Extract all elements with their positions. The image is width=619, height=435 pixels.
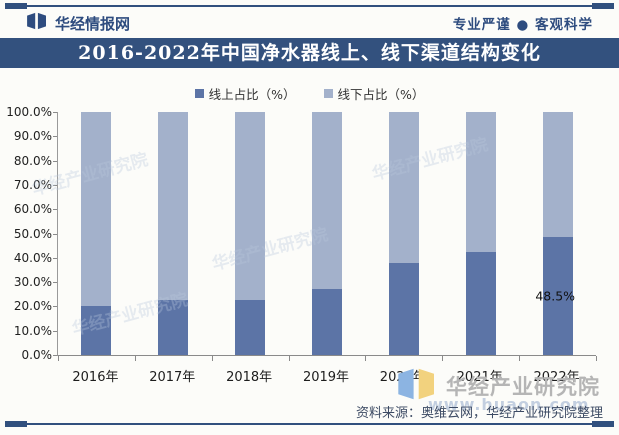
chart-legend: 线上占比（%） 线下占比（%） — [0, 84, 619, 103]
x-tick-mark — [519, 356, 521, 361]
bar-slot-2021年 — [442, 112, 519, 355]
bar-slot-2018年 — [212, 112, 289, 355]
x-tick-mark — [211, 356, 213, 361]
segment-online — [542, 237, 573, 355]
legend-item-1: 线下占比（%） — [323, 84, 425, 103]
header-slogan: 专业严谨 ● 客观科学 — [452, 17, 593, 33]
x-tick-label: 2019年 — [302, 370, 350, 385]
y-tick-label: 20.0% — [13, 299, 52, 314]
brand-name: 华经情报网 — [55, 14, 131, 33]
segment-online — [158, 300, 189, 355]
chart-title-banner: 2016-2022年中国净水器线上、线下渠道结构变化 — [0, 38, 619, 68]
x-tick-mark — [134, 356, 136, 361]
y-tick-mark — [53, 257, 57, 259]
huajing-book-logo-icon — [26, 12, 48, 34]
y-tick-label: 60.0% — [13, 202, 52, 217]
bar-slot-2019年 — [289, 112, 366, 355]
y-tick-mark — [53, 282, 57, 284]
bar-slot-2022年 — [519, 112, 596, 355]
y-tick-label: 10.0% — [13, 323, 52, 338]
y-tick-mark — [53, 184, 57, 186]
segment-offline — [465, 112, 496, 252]
x-tick-mark — [58, 356, 59, 361]
header: 华经情报网 专业严谨 ● 客观科学 — [26, 10, 593, 36]
bar-slot-2016年 — [58, 112, 135, 355]
y-axis-labels: 0.0% 10.0% 20.0% 30.0% 40.0% 50.0% 60.0% 70.0% 8… — [0, 105, 52, 362]
segment-offline — [542, 112, 573, 238]
bar-slot-2020年 — [365, 112, 442, 355]
watermark-brand-text: 华经产业研究院 — [446, 375, 600, 399]
y-tick-mark — [53, 233, 57, 235]
legend-swatch — [323, 89, 333, 98]
x-axis-labels: 2016年2017年2018年2019年2020年2021年2022年 — [57, 366, 595, 385]
x-tick-mark — [596, 356, 597, 361]
segment-online — [235, 300, 266, 355]
segment-offline — [81, 112, 112, 307]
legend-label: 线上占比（%） — [208, 87, 296, 102]
stacked-bar-2022年 — [542, 112, 573, 355]
y-tick-mark — [53, 160, 57, 162]
y-tick-label: 40.0% — [13, 250, 52, 265]
stacked-bar-2019年 — [311, 112, 342, 355]
source-note: 资料来源：奥维云网，华经产业研究院整理 — [355, 406, 603, 421]
bottom-divider — [5, 421, 614, 427]
x-tick-mark — [442, 356, 444, 361]
top-divider — [5, 3, 614, 9]
segment-offline — [158, 112, 189, 301]
y-tick-mark — [53, 330, 57, 332]
x-tick-label: 2018年 — [226, 370, 273, 385]
y-tick-label: 70.0% — [13, 177, 52, 192]
segment-offline — [235, 112, 266, 301]
y-tick-label: 0.0% — [21, 348, 53, 362]
x-tick-label: 2017年 — [149, 370, 196, 385]
legend-swatch — [194, 89, 204, 98]
watermark-brand: 华经产业研究院 — [396, 367, 600, 405]
segment-offline — [311, 112, 342, 290]
stacked-bar-2017年 — [158, 112, 189, 355]
y-tick-label: 100.0% — [6, 105, 52, 119]
y-tick-label: 30.0% — [13, 275, 52, 290]
x-tick-label: 2022年 — [533, 370, 580, 385]
x-tick-label: 2016年 — [72, 370, 119, 385]
y-tick-mark — [53, 355, 57, 356]
x-tick-mark — [288, 356, 290, 361]
stacked-bar-2020年 — [388, 112, 419, 355]
y-tick-label: 80.0% — [13, 153, 52, 168]
y-tick-mark — [53, 209, 57, 211]
watermark-url: www.huaon.com — [428, 395, 590, 414]
segment-online — [465, 251, 496, 355]
huajing-color-book-logo-icon — [396, 367, 438, 405]
legend-item-0: 线上占比（%） — [194, 84, 296, 103]
stacked-bar-2021年 — [465, 112, 496, 355]
bar-slot-2017年 — [135, 112, 212, 355]
x-tick-mark — [365, 356, 367, 361]
stacked-bar-2016年 — [81, 112, 112, 355]
brand: 华经情报网 — [26, 12, 130, 34]
x-tick-label: 2021年 — [456, 370, 503, 385]
y-tick-label: 50.0% — [13, 226, 52, 241]
legend-label: 线下占比（%） — [337, 87, 425, 102]
y-tick-label: 90.0% — [13, 129, 52, 144]
y-tick-mark — [53, 136, 57, 138]
segment-online — [311, 289, 342, 355]
plot-area: 48.5% — [53, 112, 597, 361]
data-label-2022-online: 48.5% — [535, 288, 576, 304]
segment-offline — [388, 112, 419, 263]
y-tick-mark — [53, 112, 57, 113]
segment-online — [388, 262, 419, 355]
stacked-bar-2018年 — [235, 112, 266, 355]
y-tick-mark — [53, 306, 57, 308]
segment-online — [81, 306, 112, 355]
